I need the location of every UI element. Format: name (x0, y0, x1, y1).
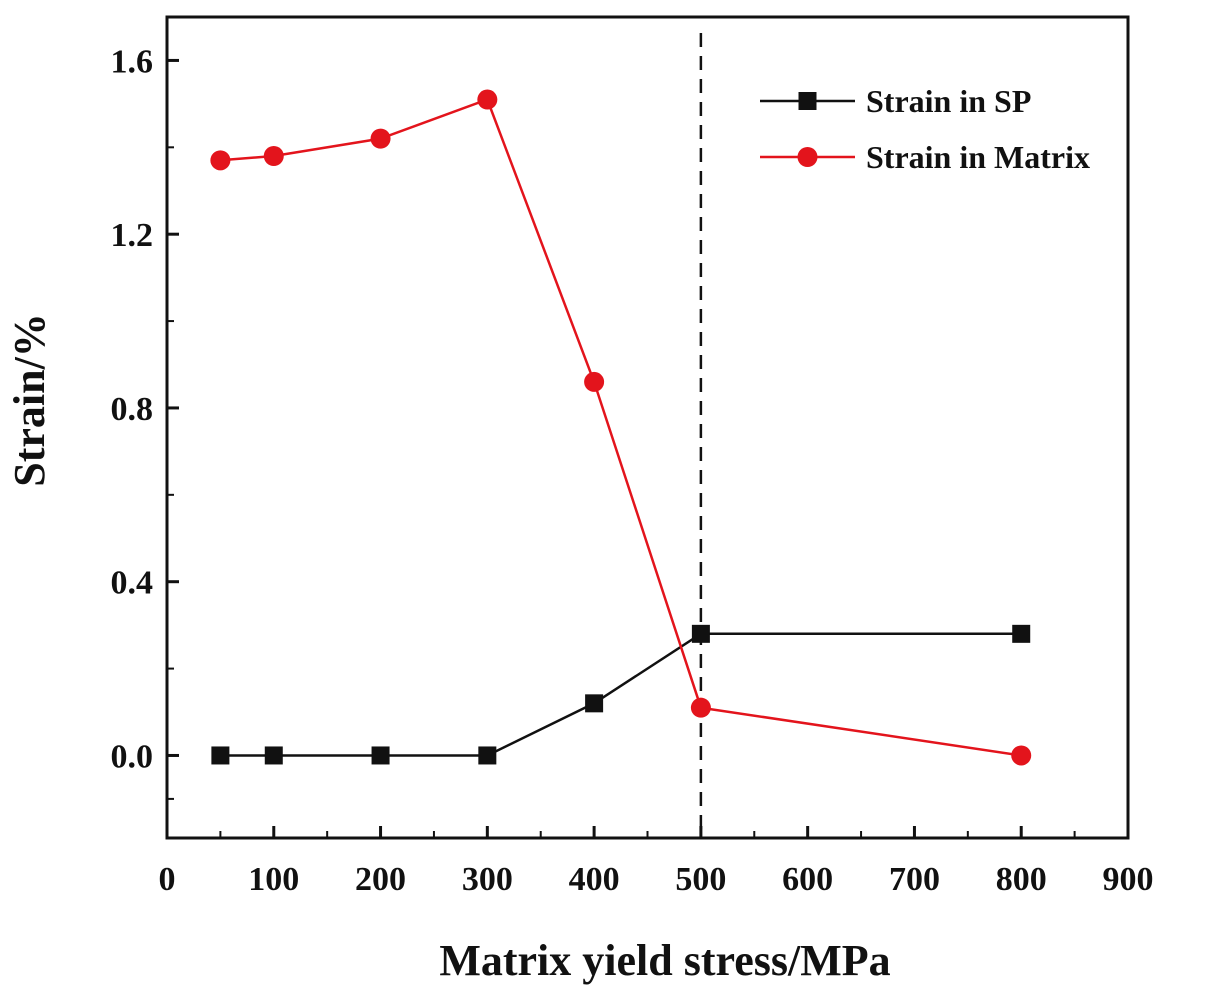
x-tick-label: 300 (462, 861, 513, 898)
y-tick-label: 1.2 (111, 217, 154, 254)
data-point-circle (210, 150, 231, 171)
data-point-square (478, 746, 497, 765)
data-point-square (691, 624, 710, 643)
data-point-square (264, 746, 283, 765)
data-point-circle (584, 371, 605, 392)
y-axis-title: Strain/% (5, 313, 54, 487)
x-tick-label: 500 (675, 861, 726, 898)
legend-label-1: Strain in SP (866, 83, 1031, 119)
y-tick-label: 0.0 (111, 738, 154, 775)
data-point-circle (477, 89, 498, 110)
x-axis-title: Matrix yield stress/MPa (439, 936, 890, 985)
series-group (210, 89, 1032, 766)
legend-marker-square (798, 92, 817, 110)
series-line-2 (220, 97, 1022, 757)
x-tick-label: 900 (1103, 861, 1154, 898)
legend-marker-circle (797, 147, 818, 167)
y-tick-label: 1.6 (111, 43, 154, 80)
data-point-square (371, 746, 390, 765)
x-tick-label: 700 (889, 861, 940, 898)
data-point-circle (1011, 745, 1032, 766)
legend-label-2: Strain in Matrix (866, 139, 1090, 175)
data-point-circle (370, 128, 391, 149)
data-point-circle (690, 697, 711, 718)
legend: Strain in SP Strain in Matrix (760, 83, 1090, 175)
x-axis-ticks: 0 100 200 300 400 500 600 700 800 900 (159, 826, 1154, 898)
x-tick-label: 600 (782, 861, 833, 898)
y-tick-label: 0.8 (111, 391, 154, 428)
y-axis-ticks: 0.0 0.4 0.8 1.2 1.6 (111, 43, 179, 800)
data-point-circle (263, 146, 284, 167)
x-tick-label: 100 (248, 861, 299, 898)
x-tick-label: 200 (355, 861, 406, 898)
data-point-square (585, 694, 604, 713)
x-tick-label: 400 (569, 861, 620, 898)
data-point-square (1012, 624, 1031, 643)
x-tick-label: 800 (996, 861, 1047, 898)
x-tick-label: 0 (159, 861, 176, 898)
y-tick-label: 0.4 (111, 565, 154, 602)
data-point-square (211, 746, 230, 765)
